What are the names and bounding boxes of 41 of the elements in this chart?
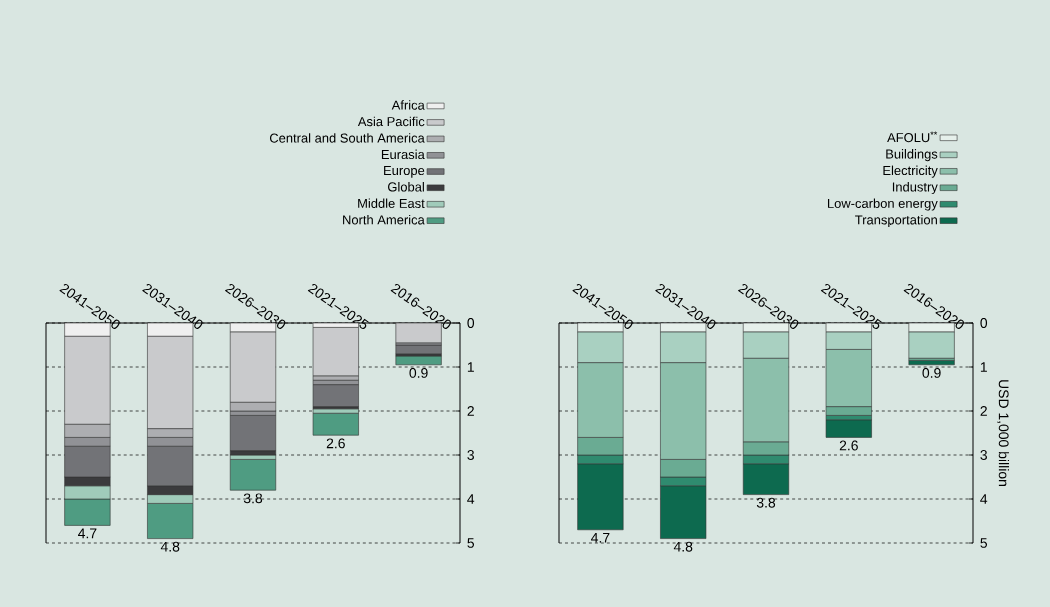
y-tick-label: 4 — [467, 494, 475, 504]
legend-label: Europe — [384, 166, 425, 178]
bar — [312, 412, 359, 436]
legend-label: Africa — [391, 100, 425, 110]
total-label: 3.8 — [243, 493, 263, 504]
y-tick-label: 5 — [980, 538, 988, 548]
legend-label: Electricity — [883, 165, 938, 178]
y-tick-label: 3 — [980, 450, 987, 460]
legend-label: Low-carbon energy — [827, 198, 938, 211]
y-tick-label: 1 — [980, 362, 987, 372]
legend-label: Transportation — [855, 214, 937, 228]
y-tick-label: 0 — [467, 318, 475, 328]
y-tick-label: 3 — [467, 450, 474, 460]
legend-label: Industry — [892, 182, 938, 195]
total-label: 0.9 — [409, 367, 428, 378]
legend-label: Buildings — [886, 149, 938, 162]
y-tick-label: 1 — [467, 362, 474, 372]
total-label: 4.7 — [78, 528, 97, 539]
total-label: 3.8 — [756, 497, 776, 508]
total-label: 4.8 — [673, 541, 693, 552]
legend-label: Eurasia — [381, 149, 425, 160]
y-tick-label: 4 — [980, 494, 988, 504]
y-tick-label: 2 — [980, 406, 987, 416]
total-label: 4.8 — [160, 541, 180, 552]
total-label: 2.6 — [839, 440, 858, 451]
bar — [825, 419, 872, 438]
legend-label: AFOLU$^{**}$ — [887, 131, 938, 143]
bar — [229, 459, 277, 491]
y-axis-title: USD 1,000 billion — [997, 380, 1009, 486]
legend-label: Middle East — [358, 198, 425, 208]
legend-label: Central and South America — [269, 133, 425, 143]
legend-label: Global — [388, 182, 424, 192]
total-label: 2.6 — [326, 438, 345, 449]
y-tick-label: 0 — [980, 318, 988, 328]
total-label: 4.7 — [591, 532, 610, 543]
bar — [312, 384, 359, 407]
legend-label: North America — [343, 214, 425, 225]
total-label: 0.9 — [922, 367, 941, 378]
y-tick-label: 5 — [467, 538, 475, 548]
legend-label: Asia Pacific — [357, 116, 425, 127]
y-tick-label: 2 — [467, 406, 474, 416]
